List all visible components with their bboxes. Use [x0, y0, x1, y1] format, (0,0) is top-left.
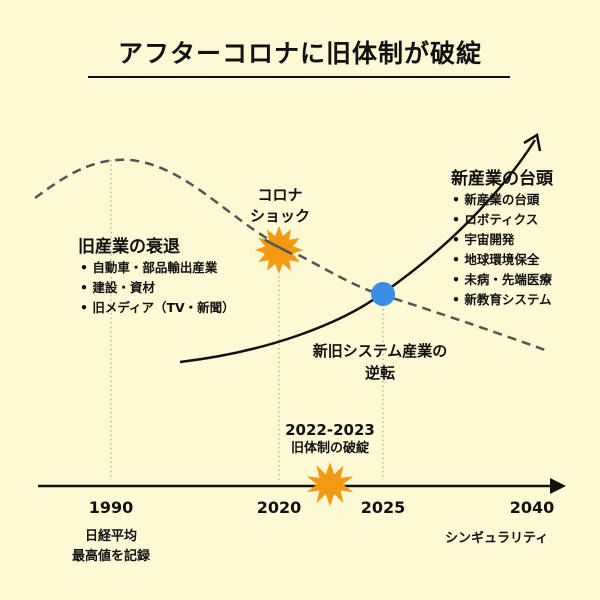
note-2040: シンギュラリティ [445, 531, 549, 546]
title-underline [88, 76, 510, 78]
old-industry-heading: 旧産業の衰退 [78, 237, 180, 257]
new-industry-item: 新産業の台頭 [452, 190, 552, 210]
reversal-label: 新旧システム産業の 逆転 [290, 340, 470, 384]
new-industry-item: 地球環境保全 [452, 250, 552, 270]
crossing-point-icon [371, 282, 395, 306]
reversal-line2: 逆転 [364, 364, 395, 382]
reversal-line1: 新旧システム産業の [312, 342, 448, 360]
year-label-1990: 1990 [88, 498, 134, 517]
new-industry-item: ロボティクス [452, 210, 552, 230]
collapse-text: 旧体制の破綻 [290, 441, 369, 456]
note-1990-line1: 日経平均 [84, 529, 137, 544]
rising-arrow-icon [523, 132, 542, 152]
year-label-2020: 2020 [256, 498, 302, 517]
old-industry-list: 自動車・部品輸出産業 建設・資材 旧メディア（TV・新聞） [80, 258, 235, 318]
new-industry-list: 新産業の台頭 ロボティクス 宇宙開発 地球環境保全 未病・先端医療 新教育システ… [452, 190, 552, 310]
new-industry-item: 新教育システム [452, 290, 552, 310]
corona-curve-segment [264, 238, 293, 256]
new-industry-heading: 新産業の台頭 [451, 169, 553, 189]
collapse-label: 2022-2023 旧体制の破綻 [260, 420, 400, 458]
old-industry-item: 建設・資材 [80, 278, 235, 298]
page-title: アフターコロナに旧体制が破綻 [117, 39, 482, 68]
year-label-2025: 2025 [360, 498, 406, 517]
collapse-burst-icon [306, 462, 354, 507]
new-industry-item: 宇宙開発 [452, 230, 552, 250]
corona-shock-line1: コロナ [257, 186, 303, 204]
note-1990-line2: 最高値を記録 [71, 549, 150, 564]
corona-shock-line2: ショック [249, 207, 310, 225]
new-industry-item: 未病・先端医療 [452, 270, 552, 290]
old-industry-item: 自動車・部品輸出産業 [80, 258, 235, 278]
timeline-arrow-icon [550, 478, 566, 494]
collapse-years: 2022-2023 [285, 421, 375, 439]
corona-shock-label: コロナ ショック [230, 185, 330, 227]
corona-shock-burst-icon [255, 226, 303, 274]
old-industry-item: 旧メディア（TV・新聞） [80, 298, 234, 318]
year-label-2040: 2040 [509, 498, 555, 517]
note-1990: 日経平均 最高値を記録 [51, 527, 171, 567]
